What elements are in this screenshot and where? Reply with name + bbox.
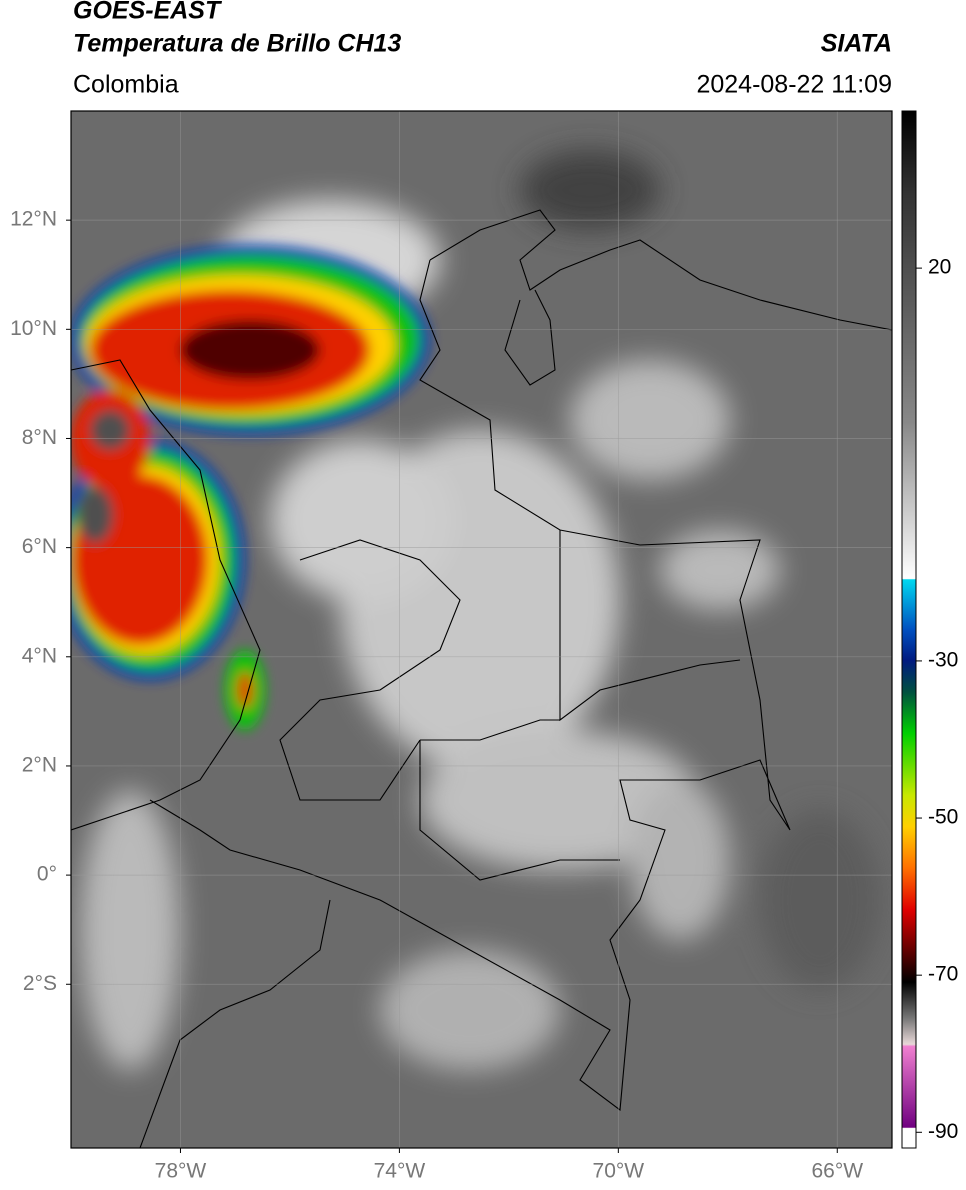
map-frame	[70, 110, 893, 1149]
x-tick-label: 74°W	[374, 1160, 426, 1183]
colorbar	[901, 110, 917, 1149]
colorbar-tick-label: -30	[928, 648, 958, 671]
timestamp: 2024-08-22 11:09	[696, 71, 892, 99]
x-tick-label: 66°W	[811, 1160, 863, 1183]
y-tick-label: 12°N	[10, 208, 57, 231]
colorbar-tick-label: 20	[928, 256, 951, 279]
y-tick-label: 4°N	[22, 644, 57, 667]
source: SIATA	[821, 30, 892, 58]
graticule	[71, 111, 892, 1148]
y-tick-label: 6°N	[22, 535, 57, 558]
x-tick-label: 70°W	[593, 1160, 645, 1183]
y-tick-label: 8°N	[22, 426, 57, 449]
region: Colombia	[73, 71, 179, 99]
satellite-image	[71, 111, 892, 1148]
colorbar-tick-label: -50	[928, 806, 958, 829]
y-tick-label: 0°	[37, 863, 57, 886]
subtitle: Temperatura de Brillo CH13	[73, 30, 401, 58]
y-tick-label: 2°S	[23, 972, 57, 995]
title: GOES-EAST	[73, 0, 223, 25]
y-tick-label: 2°N	[22, 753, 57, 776]
colorbar-tick-label: -70	[928, 963, 958, 986]
colorbar-tick-label: -90	[928, 1120, 958, 1143]
x-tick-label: 78°W	[155, 1160, 207, 1183]
y-tick-label: 10°N	[10, 317, 57, 340]
